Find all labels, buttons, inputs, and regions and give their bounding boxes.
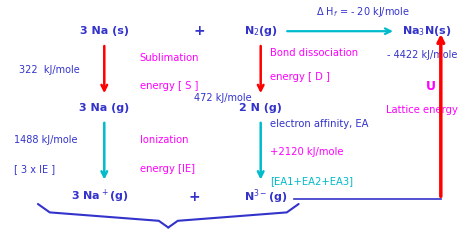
Text: [EA1+EA2+EA3]: [EA1+EA2+EA3] <box>270 176 353 186</box>
Text: 322  kJ/mole: 322 kJ/mole <box>19 65 80 75</box>
Text: electron affinity, EA: electron affinity, EA <box>270 119 369 129</box>
Text: Sublimation: Sublimation <box>140 53 200 63</box>
Text: energy [ S ]: energy [ S ] <box>140 81 198 91</box>
Text: Na$_3$N(s): Na$_3$N(s) <box>402 24 451 38</box>
Text: 3 Na (g): 3 Na (g) <box>79 103 129 113</box>
Text: energy [IE]: energy [IE] <box>140 164 195 174</box>
Text: +: + <box>189 190 200 204</box>
Text: N$^{3-}$(g): N$^{3-}$(g) <box>244 187 287 206</box>
Text: 2 N (g): 2 N (g) <box>239 103 282 113</box>
Text: Bond dissociation: Bond dissociation <box>270 48 358 58</box>
Text: +2120 kJ/mole: +2120 kJ/mole <box>270 147 344 157</box>
Text: N$_2$(g): N$_2$(g) <box>244 24 278 38</box>
Text: [ 3 x IE ]: [ 3 x IE ] <box>14 164 55 174</box>
Text: Ionization: Ionization <box>140 135 188 145</box>
Text: +: + <box>193 24 205 38</box>
Text: U: U <box>426 80 437 93</box>
Text: - 4422 kJ/mole: - 4422 kJ/mole <box>387 50 457 60</box>
Text: Lattice energy: Lattice energy <box>386 105 458 115</box>
Text: 3 Na (s): 3 Na (s) <box>80 26 129 36</box>
Text: 472 kJ/mole: 472 kJ/mole <box>193 93 251 103</box>
Text: 1488 kJ/mole: 1488 kJ/mole <box>14 135 78 145</box>
Text: energy [ D ]: energy [ D ] <box>270 72 330 82</box>
Text: 3 Na$^+$(g): 3 Na$^+$(g) <box>71 188 128 205</box>
Text: $\Delta$ H$_f$ = - 20 kJ/mole: $\Delta$ H$_f$ = - 20 kJ/mole <box>316 5 410 19</box>
